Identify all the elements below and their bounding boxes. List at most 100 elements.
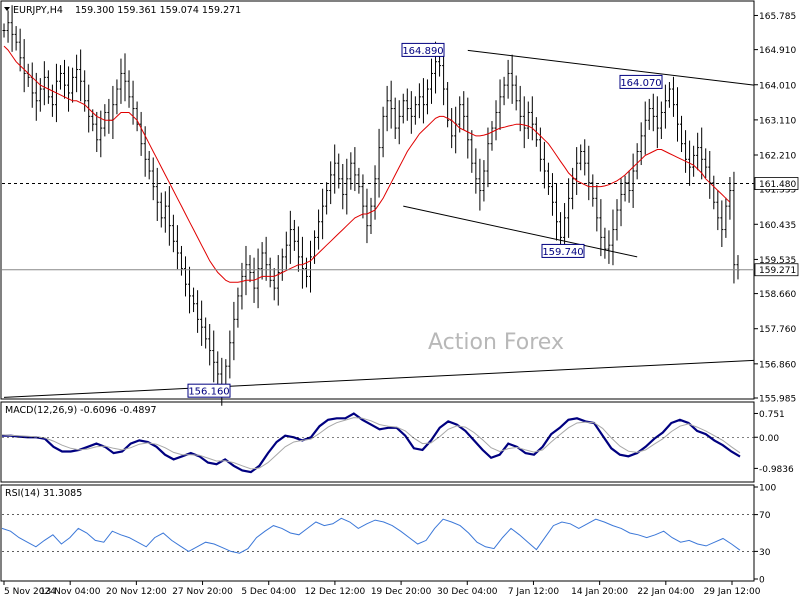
candle — [575, 147, 579, 195]
level-price-tag: 161.480 — [754, 177, 799, 190]
candle — [107, 98, 111, 134]
candle — [67, 66, 71, 112]
candle — [397, 100, 401, 145]
candle — [14, 26, 18, 51]
candle — [530, 96, 534, 141]
candle — [119, 58, 123, 104]
candle — [708, 150, 712, 199]
candle — [442, 49, 446, 106]
x-tick-label: 19 Dec 20:00 — [371, 587, 432, 597]
candle — [361, 174, 365, 219]
ohlc-label: 159.300 159.361 159.074 159.271 — [75, 5, 241, 16]
candle — [381, 106, 385, 158]
swing-label: 156.160 — [187, 383, 231, 398]
candle — [373, 165, 377, 220]
candle — [421, 78, 425, 124]
candle — [212, 330, 216, 383]
price-tick-label: 164.910 — [759, 46, 796, 56]
candle — [692, 145, 696, 177]
candle — [498, 79, 502, 130]
candle — [724, 197, 728, 238]
candle — [478, 158, 482, 211]
candle — [429, 58, 433, 104]
candle — [58, 65, 62, 90]
signal-line — [1, 417, 741, 470]
candle — [425, 79, 429, 115]
candle — [341, 163, 345, 210]
candle — [389, 80, 393, 129]
candle — [337, 153, 341, 189]
price-layer: 164.890 164.070 159.740 156.160 — [2, 5, 755, 406]
candle — [276, 255, 280, 306]
candle — [63, 59, 67, 99]
candle — [651, 93, 655, 132]
candle — [458, 96, 462, 133]
candle — [732, 171, 736, 284]
rsi-legend: RSI(14) 31.3085 — [5, 488, 82, 499]
candle — [228, 330, 232, 379]
candle — [200, 300, 204, 346]
candle — [171, 214, 175, 253]
swing-label-text: 164.890 — [402, 46, 443, 57]
price-tick-label: 159.535 — [759, 256, 796, 266]
price-tick-label: 164.010 — [759, 81, 796, 91]
candle — [75, 54, 79, 93]
candle — [675, 87, 679, 142]
price-tick-label: 160.435 — [759, 221, 796, 231]
candle — [417, 83, 421, 119]
candle — [393, 97, 397, 140]
candle — [595, 184, 599, 232]
candle — [550, 173, 554, 216]
candle — [349, 152, 353, 190]
candle — [18, 28, 22, 72]
candle — [42, 61, 46, 106]
candle — [365, 188, 369, 244]
candle — [647, 98, 651, 130]
candle — [700, 127, 704, 180]
rsi-tick-label: 0 — [759, 576, 765, 586]
x-tick-label: 22 Jan 04:00 — [637, 587, 694, 597]
candle — [296, 226, 300, 272]
candle — [643, 101, 647, 155]
x-tick-label: 5 Dec 04:00 — [241, 587, 296, 597]
candle — [204, 317, 208, 349]
candle — [147, 150, 151, 180]
candle — [462, 91, 466, 130]
dropdown-triangle-icon[interactable] — [4, 7, 10, 11]
swing-label: 164.890 — [401, 42, 445, 57]
candle — [486, 127, 490, 188]
candle — [546, 162, 550, 195]
current-price-tag: 159.271 — [754, 263, 799, 276]
candle — [79, 49, 83, 102]
candle — [357, 167, 361, 194]
candle — [736, 255, 740, 280]
candle — [353, 147, 357, 192]
candle — [10, 5, 14, 52]
candle — [192, 287, 196, 313]
candle — [627, 170, 631, 203]
candle — [292, 219, 296, 251]
candle — [559, 212, 563, 248]
current-price-tag-text: 159.271 — [759, 266, 796, 276]
rsi-layer — [1, 514, 754, 554]
macd-tick-label: 0.751 — [759, 410, 785, 420]
symbol-label: EURJPY,H4 — [13, 5, 63, 16]
candle — [111, 85, 115, 140]
candle — [635, 143, 639, 180]
candle — [139, 111, 143, 156]
rsi-tick-label: 70 — [759, 511, 771, 521]
candle — [300, 236, 304, 289]
candle — [542, 141, 546, 189]
candle — [264, 236, 268, 281]
candle — [268, 257, 272, 288]
candle — [131, 80, 135, 125]
x-tick-label: 7 Jan 12:00 — [508, 587, 560, 597]
candle — [639, 122, 643, 166]
candle — [680, 115, 684, 153]
candle — [317, 209, 321, 250]
candle — [151, 157, 155, 201]
candle — [135, 101, 139, 132]
candle — [490, 121, 494, 151]
candle — [46, 70, 50, 104]
